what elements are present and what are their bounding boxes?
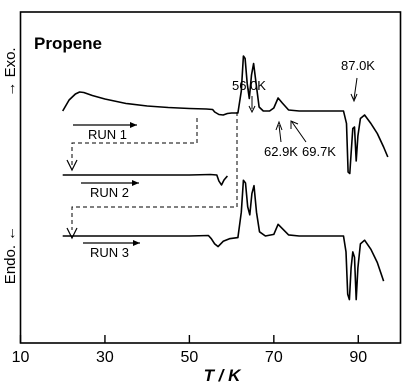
annotation-69.7K-arrow xyxy=(291,121,307,143)
chart-title: Propene xyxy=(34,34,102,53)
x-axis-label: T / K xyxy=(204,366,243,385)
annotation-56K: 56.0K xyxy=(232,78,266,93)
run1-label-group: RUN 1 xyxy=(73,122,137,142)
run1-to-run2-connector xyxy=(71,118,198,165)
run3-arrow-head xyxy=(133,240,140,246)
annotation-87K-arrow xyxy=(353,77,358,100)
annotation-69.7K-arrowhead xyxy=(290,120,299,129)
run3-label: RUN 3 xyxy=(90,245,129,260)
plot-frame xyxy=(19,11,402,344)
annotation-62.9K-arrow xyxy=(278,124,282,143)
run2-start-arrowhead xyxy=(66,159,78,172)
series-layer xyxy=(62,55,389,301)
x-tick-label-70: 70 xyxy=(265,349,283,366)
series-line-run2 xyxy=(62,173,229,186)
connector-lines xyxy=(71,112,238,230)
x-tick-label-10: 10 xyxy=(12,349,30,366)
peak-annotations: 56.0K 62.9K 69.7K 87.0K xyxy=(232,58,375,159)
run3-label-group: RUN 3 xyxy=(83,240,140,260)
x-tick-label-90: 90 xyxy=(349,349,367,366)
y-axis-label-exo: → Exo. xyxy=(2,47,19,96)
series-line-run3 xyxy=(62,179,385,301)
annotation-87K: 87.0K xyxy=(341,58,375,73)
run2-label-group: RUN 2 xyxy=(81,180,139,200)
connector-arrowheads xyxy=(66,159,78,240)
x-tick-label-50: 50 xyxy=(180,349,198,366)
run1-arrow-head xyxy=(130,122,137,128)
run1-label: RUN 1 xyxy=(88,127,127,142)
annotation-69.7K: 69.7K xyxy=(302,144,336,159)
run2-arrow-head xyxy=(132,180,139,186)
annotation-87K-arrowhead xyxy=(350,93,358,103)
x-axis-ticks xyxy=(19,335,359,343)
annotation-62.9K: 62.9K xyxy=(264,144,298,159)
run-labels: RUN 1 RUN 2 RUN 3 xyxy=(73,122,140,260)
x-tick-label-30: 30 xyxy=(96,349,114,366)
series-line-run1 xyxy=(62,55,389,175)
y-axis-label-endo: Endo. ← xyxy=(2,226,19,284)
run3-start-arrowhead xyxy=(66,227,78,240)
annotation-56K-arrowhead xyxy=(248,105,256,114)
run2-to-run3-connector xyxy=(71,112,238,230)
x-axis-tick-labels: 10 30 50 70 90 xyxy=(12,349,368,366)
annotation-62.9K-arrowhead xyxy=(275,120,283,131)
run2-label: RUN 2 xyxy=(90,185,129,200)
